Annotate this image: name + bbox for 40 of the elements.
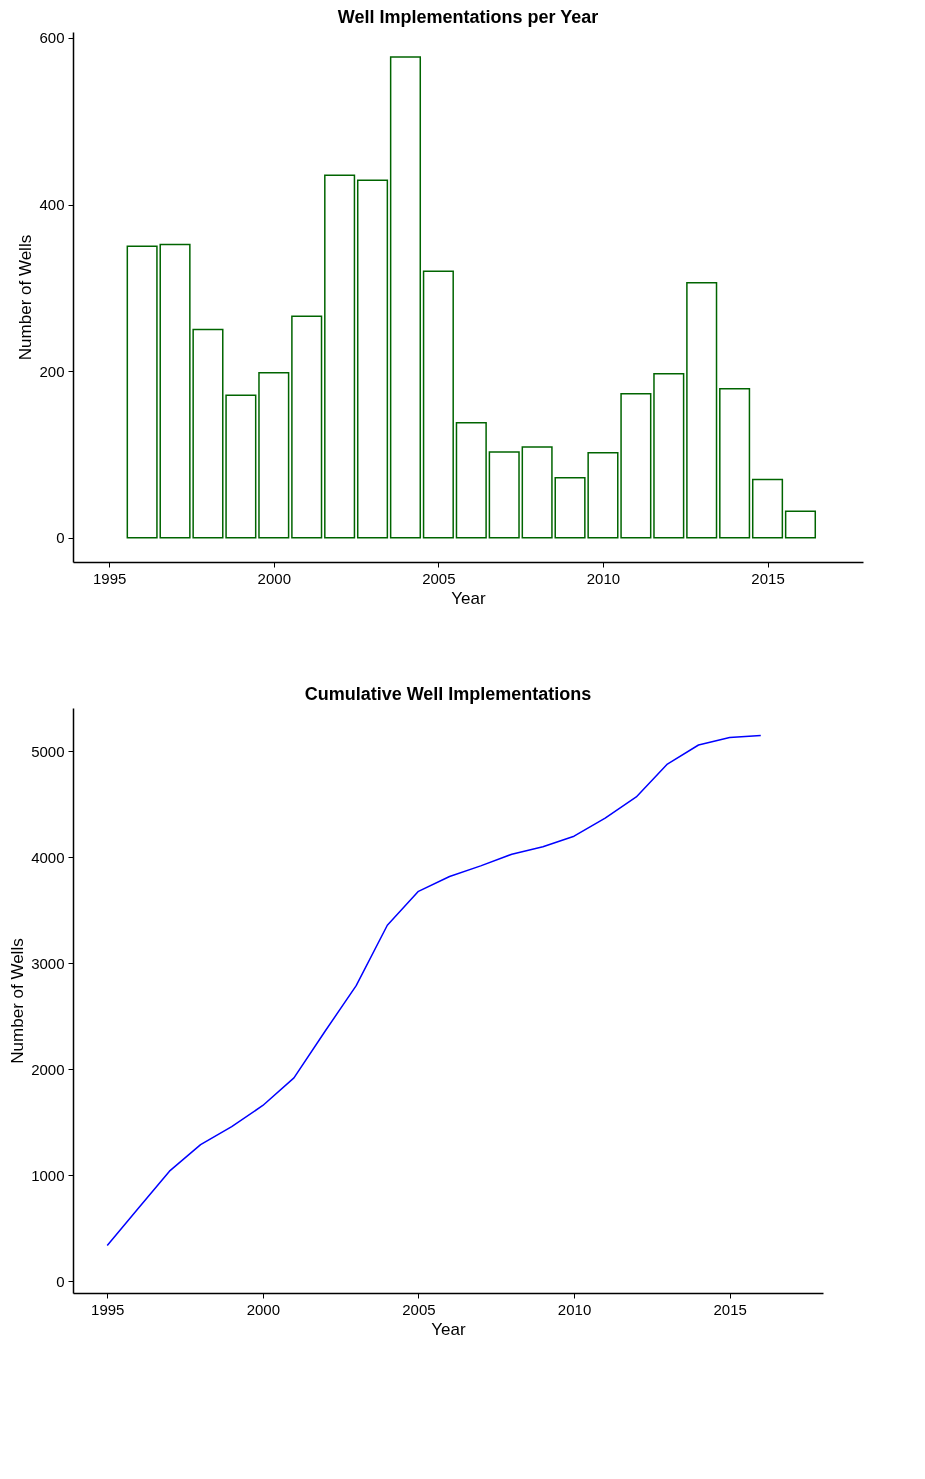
bar xyxy=(389,56,422,539)
y-tick-label: 0 xyxy=(56,529,65,547)
bar xyxy=(455,422,487,539)
bar xyxy=(784,510,817,539)
x-tick-label: 2010 xyxy=(586,569,621,587)
bar xyxy=(719,387,751,539)
x-tick-label: 2000 xyxy=(246,1300,281,1318)
x-tick-label: 2015 xyxy=(713,1300,747,1318)
bar xyxy=(686,282,718,539)
y-tick-label: 3000 xyxy=(31,954,65,972)
bar xyxy=(653,372,685,539)
x-axis-title: Year xyxy=(431,1319,467,1339)
x-axis-title: Year xyxy=(451,588,487,608)
line-series xyxy=(106,734,762,1247)
bar xyxy=(258,372,290,539)
bar xyxy=(324,174,356,539)
y-axis-title: Number of Wells xyxy=(8,938,28,1064)
x-tick-label: 2000 xyxy=(257,569,291,587)
x-tick-label: 2005 xyxy=(422,569,456,587)
bar xyxy=(291,315,323,539)
bar xyxy=(422,270,454,539)
bar xyxy=(356,179,389,539)
y-tick-label: 5000 xyxy=(31,742,65,760)
chart-title: Cumulative Well Implementations xyxy=(304,684,592,704)
x-tick-label: 1995 xyxy=(91,1300,125,1318)
chart-title: Well Implementations per Year xyxy=(337,6,599,27)
bar xyxy=(751,478,784,539)
y-tick-label: 0 xyxy=(56,1272,65,1290)
x-tick-label: 2015 xyxy=(751,569,785,587)
x-tick-label: 2005 xyxy=(402,1300,436,1318)
y-tick-label: 200 xyxy=(39,362,65,380)
y-tick-label: 400 xyxy=(39,196,65,213)
y-tick-label: 2000 xyxy=(31,1060,65,1078)
bar xyxy=(488,451,520,539)
y-tick-label: 1000 xyxy=(31,1166,65,1184)
y-tick-label: 4000 xyxy=(31,848,65,866)
x-tick-label: 2010 xyxy=(557,1300,592,1318)
y-tick-label: 600 xyxy=(39,29,65,47)
y-axis-title: Number of Wells xyxy=(16,234,36,361)
x-tick-label: 1995 xyxy=(93,569,127,587)
